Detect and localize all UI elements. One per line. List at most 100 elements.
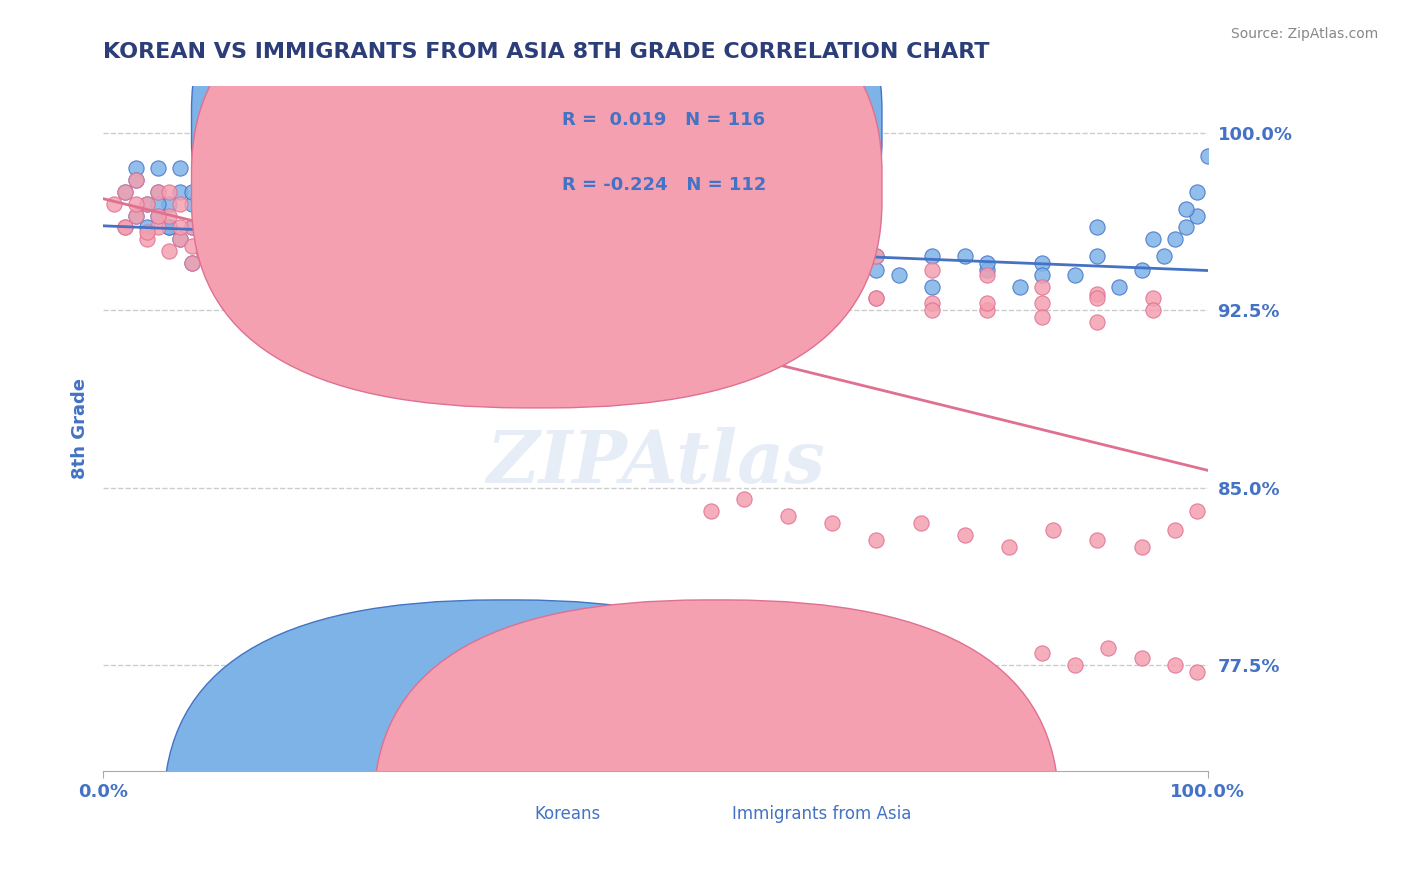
- Point: [1031, 646, 1053, 660]
- Point: [148, 196, 170, 211]
- Point: [457, 272, 479, 286]
- Point: [368, 239, 391, 253]
- Point: [368, 249, 391, 263]
- Point: [291, 209, 314, 223]
- Point: [148, 209, 170, 223]
- Point: [1042, 523, 1064, 537]
- Point: [125, 173, 148, 187]
- Point: [446, 249, 468, 263]
- Point: [832, 263, 855, 277]
- Point: [457, 263, 479, 277]
- Point: [589, 296, 612, 310]
- Point: [1164, 657, 1187, 672]
- Point: [180, 220, 202, 235]
- Point: [865, 292, 887, 306]
- Point: [169, 161, 191, 176]
- Point: [136, 196, 159, 211]
- Point: [589, 249, 612, 263]
- FancyBboxPatch shape: [374, 600, 1059, 892]
- Point: [544, 272, 567, 286]
- Point: [346, 272, 368, 286]
- Point: [887, 268, 910, 282]
- Point: [733, 279, 755, 293]
- Point: [755, 279, 778, 293]
- Point: [202, 244, 225, 258]
- Point: [699, 286, 721, 301]
- Point: [246, 220, 269, 235]
- Point: [169, 232, 191, 246]
- Point: [312, 268, 335, 282]
- Point: [225, 232, 247, 246]
- Point: [169, 196, 191, 211]
- Point: [644, 272, 666, 286]
- Point: [644, 268, 666, 282]
- Point: [225, 232, 247, 246]
- Point: [1174, 202, 1197, 216]
- Point: [523, 272, 546, 286]
- FancyBboxPatch shape: [165, 600, 849, 892]
- Point: [776, 268, 799, 282]
- Point: [125, 209, 148, 223]
- Point: [225, 185, 247, 199]
- Point: [169, 185, 191, 199]
- Point: [114, 185, 136, 199]
- Point: [323, 249, 346, 263]
- Point: [976, 263, 998, 277]
- Point: [534, 256, 557, 270]
- Point: [103, 196, 125, 211]
- Point: [821, 516, 844, 530]
- Point: [169, 220, 191, 235]
- Point: [148, 185, 170, 199]
- Point: [776, 508, 799, 523]
- Point: [269, 220, 291, 235]
- Point: [114, 220, 136, 235]
- Point: [621, 279, 644, 293]
- Text: ZIPAtlas: ZIPAtlas: [486, 427, 825, 499]
- Point: [810, 279, 832, 293]
- Point: [1064, 657, 1087, 672]
- Point: [148, 185, 170, 199]
- Point: [246, 249, 269, 263]
- Point: [567, 279, 589, 293]
- Text: Source: ZipAtlas.com: Source: ZipAtlas.com: [1230, 27, 1378, 41]
- Point: [1130, 263, 1153, 277]
- Point: [600, 292, 623, 306]
- Point: [710, 268, 733, 282]
- Point: [235, 244, 257, 258]
- Point: [389, 268, 412, 282]
- Point: [169, 232, 191, 246]
- Point: [512, 256, 534, 270]
- Point: [555, 279, 578, 293]
- Point: [225, 220, 247, 235]
- Point: [478, 249, 501, 263]
- Point: [180, 239, 202, 253]
- Point: [1031, 296, 1053, 310]
- Point: [1087, 220, 1109, 235]
- Point: [191, 232, 214, 246]
- Point: [446, 244, 468, 258]
- Point: [401, 244, 423, 258]
- Point: [1174, 220, 1197, 235]
- Point: [1087, 286, 1109, 301]
- Point: [523, 286, 546, 301]
- Point: [434, 272, 457, 286]
- Point: [269, 268, 291, 282]
- Point: [666, 279, 689, 293]
- Point: [323, 220, 346, 235]
- Point: [380, 256, 402, 270]
- Point: [621, 256, 644, 270]
- Point: [512, 268, 534, 282]
- Point: [368, 244, 391, 258]
- Point: [644, 279, 666, 293]
- Text: R = -0.224   N = 112: R = -0.224 N = 112: [561, 176, 766, 194]
- Point: [1185, 209, 1208, 223]
- Point: [257, 256, 280, 270]
- Point: [699, 268, 721, 282]
- Point: [368, 256, 391, 270]
- Point: [346, 256, 368, 270]
- Point: [810, 279, 832, 293]
- Point: [269, 225, 291, 239]
- Point: [148, 161, 170, 176]
- Point: [489, 263, 512, 277]
- Point: [257, 196, 280, 211]
